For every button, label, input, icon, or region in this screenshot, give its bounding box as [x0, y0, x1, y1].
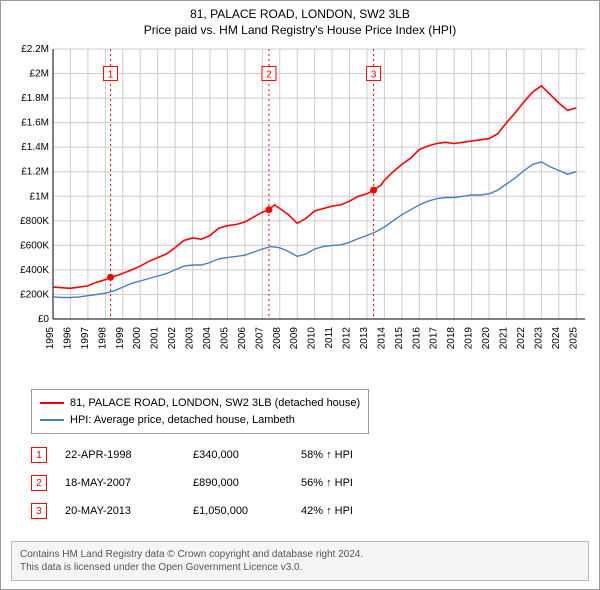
sale-price: £890,000 [193, 477, 283, 489]
legend: 81, PALACE ROAD, LONDON, SW2 3LB (detach… [31, 389, 369, 434]
svg-text:2014: 2014 [376, 327, 387, 350]
sale-row: 3 20-MAY-2013 £1,050,000 42% ↑ HPI [31, 497, 381, 525]
svg-text:1998: 1998 [97, 327, 108, 350]
licence-note: Contains HM Land Registry data © Crown c… [11, 541, 589, 581]
sale-diff: 42% ↑ HPI [301, 505, 381, 517]
svg-text:2020: 2020 [481, 327, 492, 350]
sale-price: £340,000 [193, 449, 283, 461]
svg-text:2001: 2001 [150, 327, 161, 350]
sale-date: 18-MAY-2007 [65, 477, 175, 489]
svg-text:2025: 2025 [568, 327, 579, 350]
svg-text:2008: 2008 [272, 327, 283, 350]
svg-text:£2M: £2M [30, 69, 49, 80]
svg-text:2: 2 [266, 70, 272, 81]
svg-text:2021: 2021 [499, 327, 510, 350]
sale-row: 2 18-MAY-2007 £890,000 56% ↑ HPI [31, 469, 381, 497]
title-block: 81, PALACE ROAD, LONDON, SW2 3LB Price p… [1, 1, 599, 38]
svg-text:2010: 2010 [307, 327, 318, 350]
svg-text:2013: 2013 [359, 327, 370, 350]
svg-text:2006: 2006 [237, 327, 248, 350]
svg-text:2023: 2023 [533, 327, 544, 350]
sale-marker-box: 3 [31, 503, 47, 519]
svg-text:£1.6M: £1.6M [21, 118, 49, 129]
legend-item: HPI: Average price, detached house, Lamb… [40, 412, 360, 429]
svg-text:1999: 1999 [115, 327, 126, 350]
sale-marker-box: 1 [31, 447, 47, 463]
legend-label: HPI: Average price, detached house, Lamb… [70, 412, 295, 429]
sales-table: 1 22-APR-1998 £340,000 58% ↑ HPI 2 18-MA… [31, 441, 381, 525]
licence-line: Contains HM Land Registry data © Crown c… [20, 548, 580, 561]
sale-price: £1,050,000 [193, 505, 283, 517]
legend-item: 81, PALACE ROAD, LONDON, SW2 3LB (detach… [40, 395, 360, 412]
svg-text:2009: 2009 [289, 327, 300, 350]
svg-text:2005: 2005 [219, 327, 230, 350]
svg-text:£800K: £800K [20, 216, 49, 227]
svg-text:2011: 2011 [324, 327, 335, 349]
svg-text:1: 1 [108, 70, 114, 81]
svg-text:£1M: £1M [30, 191, 49, 202]
licence-line: This data is licensed under the Open Gov… [20, 561, 580, 574]
sale-diff: 56% ↑ HPI [301, 477, 381, 489]
sale-marker-box: 2 [31, 475, 47, 491]
svg-text:£1.4M: £1.4M [21, 142, 49, 153]
svg-text:£400K: £400K [20, 265, 49, 276]
svg-text:1996: 1996 [62, 327, 73, 350]
svg-text:2019: 2019 [464, 327, 475, 350]
svg-text:£1.2M: £1.2M [21, 167, 49, 178]
sale-date: 22-APR-1998 [65, 449, 175, 461]
chart-area: £0 £200K £400K £600K £800K £1M £1.2M £1.4M £1.6M… [9, 45, 593, 375]
sale-row: 1 22-APR-1998 £340,000 58% ↑ HPI [31, 441, 381, 469]
svg-text:£0: £0 [38, 314, 50, 325]
svg-text:2002: 2002 [167, 327, 178, 350]
svg-text:2017: 2017 [429, 327, 440, 350]
chart-container: 81, PALACE ROAD, LONDON, SW2 3LB Price p… [0, 0, 600, 590]
title-address: 81, PALACE ROAD, LONDON, SW2 3LB [1, 7, 599, 23]
sale-diff: 58% ↑ HPI [301, 449, 381, 461]
svg-text:£1.8M: £1.8M [21, 93, 49, 104]
svg-text:£2.2M: £2.2M [21, 45, 49, 55]
svg-text:2015: 2015 [394, 327, 405, 350]
svg-text:2000: 2000 [132, 327, 143, 350]
svg-text:£600K: £600K [20, 240, 49, 251]
svg-text:1997: 1997 [80, 327, 91, 350]
svg-text:£200K: £200K [20, 289, 49, 300]
svg-text:2012: 2012 [342, 327, 353, 350]
title-subtitle: Price paid vs. HM Land Registry's House … [1, 23, 599, 39]
svg-text:3: 3 [371, 70, 377, 81]
svg-text:2003: 2003 [185, 327, 196, 350]
legend-label: 81, PALACE ROAD, LONDON, SW2 3LB (detach… [70, 395, 360, 412]
sale-date: 20-MAY-2013 [65, 505, 175, 517]
svg-text:2007: 2007 [254, 327, 265, 350]
svg-text:2016: 2016 [411, 327, 422, 350]
svg-text:2022: 2022 [516, 327, 527, 350]
line-chart: £0 £200K £400K £600K £800K £1M £1.2M £1.4M £1.6M… [9, 45, 593, 375]
svg-text:2004: 2004 [202, 327, 213, 350]
svg-text:2018: 2018 [446, 327, 457, 350]
svg-text:2024: 2024 [551, 327, 562, 350]
legend-swatch [40, 402, 64, 404]
svg-text:1995: 1995 [45, 327, 56, 350]
legend-swatch [40, 419, 64, 421]
